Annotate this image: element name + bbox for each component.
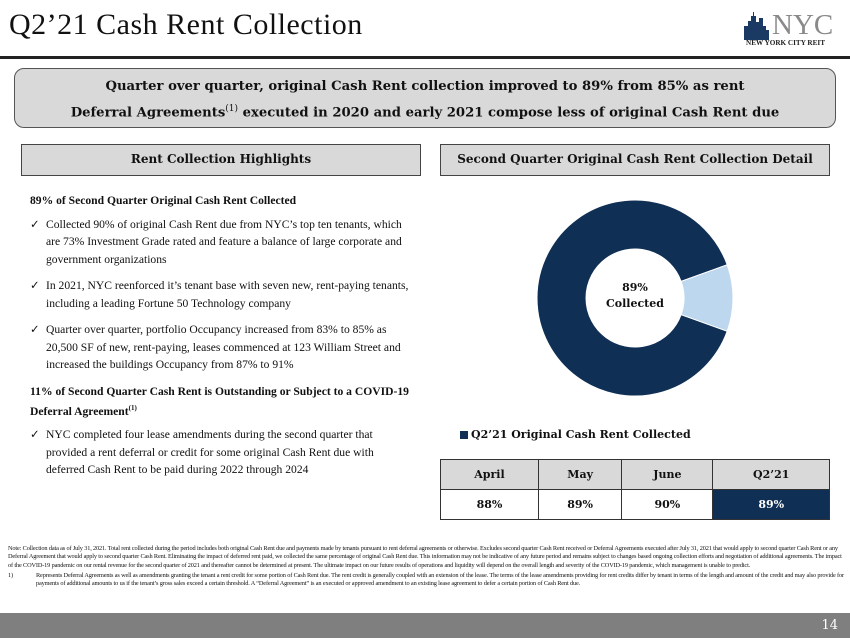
heading-outstanding: 11% of Second Quarter Cash Rent is Outst… [30, 384, 409, 418]
donut-slice-collected [536, 199, 728, 397]
value-may: 89% [537, 489, 623, 520]
checkmark-icon: ✓ [30, 279, 40, 292]
logo-subtext: NEW YORK CITY REIT [746, 39, 826, 47]
heading-collected: 89% of Second Quarter Original Cash Rent… [30, 194, 297, 207]
legend-swatch [460, 430, 468, 439]
center-label: Collected [606, 297, 664, 310]
list-item: ✓ Collected 90% of original Cash Rent due… [30, 217, 402, 266]
summary-banner: Quarter over quarter, original Cash Rent… [14, 68, 836, 128]
donut-center-label: 89% Collected [590, 280, 680, 312]
checkmark-icon: ✓ [30, 217, 40, 231]
highlights-list: 89% of Second Quarter Original Cash Rent… [30, 192, 415, 488]
col-q2: Q2’21 [712, 459, 830, 490]
footer-bar: 14 [0, 613, 850, 638]
footnotes: Note: Collection data as of July 31, 202… [8, 545, 846, 588]
page-title: Q2’21 Cash Rent Collection [9, 8, 363, 41]
rent-highlights-header: Rent Collection Highlights [21, 144, 421, 176]
checkmark-icon: ✓ [30, 323, 40, 336]
col-june: June [621, 459, 714, 490]
center-value: 89% [622, 281, 648, 294]
skyline-icon [744, 12, 769, 40]
donut-slice-outstanding [680, 264, 734, 332]
header-divider [0, 56, 850, 59]
chart-legend: Q2’21 Original Cash Rent Collected [460, 428, 691, 441]
logo-text: NYC [772, 9, 834, 41]
value-april: 88% [440, 489, 539, 520]
value-june: 90% [621, 489, 714, 520]
collection-note: Note: Collection data as of July 31, 202… [8, 545, 842, 569]
footnote-1: 1) Represents Deferral Agreements as well… [8, 571, 844, 588]
checkmark-icon: ✓ [30, 428, 40, 442]
legend-label: Q2’21 Original Cash Rent Collected [471, 428, 691, 441]
donut-chart [536, 199, 734, 397]
list-item: ✓ NYC completed four lease amendments dur… [30, 428, 374, 477]
banner-line-1: Quarter over quarter, original Cash Rent… [105, 79, 745, 94]
list-item: ✓ In 2021, NYC reenforced it’s tenant bas… [30, 279, 409, 310]
value-q2: 89% [712, 489, 830, 520]
nyc-reit-logo: NYC NEW YORK CITY REIT [742, 9, 842, 48]
banner-line-2: Deferral Agreements(1) executed in 2020 … [70, 104, 780, 121]
monthly-collection-table: April May June Q2’21 88% 89% 90% 89% [440, 459, 830, 520]
col-may: May [537, 459, 623, 490]
page-number: 14 [821, 618, 838, 633]
collection-detail-header: Second Quarter Original Cash Rent Collec… [440, 144, 830, 176]
list-item: ✓ Quarter over quarter, portfolio Occupan… [30, 323, 401, 371]
col-april: April [440, 459, 539, 490]
